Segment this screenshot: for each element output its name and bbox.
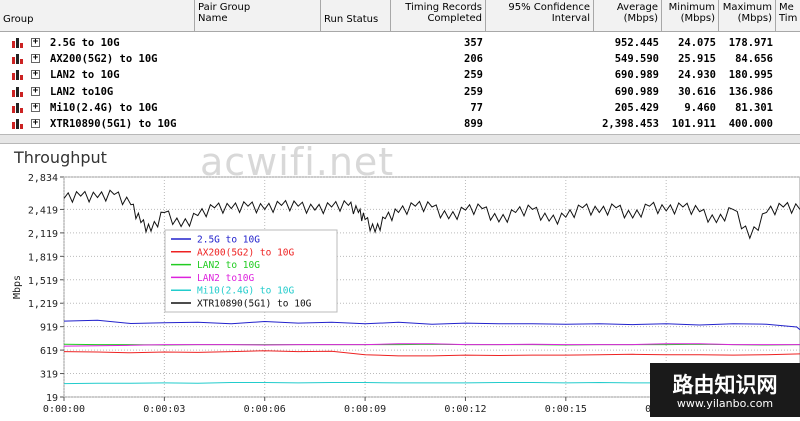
table-row[interactable]: + Mi10(2.4G) to 10G 77 205.429 9.460 81.301	[0, 100, 800, 116]
column-header-confidence[interactable]: 95% Confidence Interval	[486, 0, 594, 32]
x-tick-label: 0:00:12	[444, 404, 486, 415]
column-header-pair-group-name[interactable]: Pair Group Name	[195, 0, 321, 32]
row-records: 357	[464, 37, 483, 49]
row-minimum: 24.930	[678, 69, 716, 82]
row-maximum: 178.971	[728, 37, 773, 49]
row-average: 952.445	[614, 37, 659, 49]
row-records: 899	[464, 118, 483, 130]
series-line-0	[63, 319, 800, 331]
bar-chart-icon	[12, 86, 23, 97]
row-minimum: 101.911	[671, 118, 716, 130]
table-row[interactable]: + XTR10890(5G1) to 10G 899 2,398.453 101.911…	[0, 116, 800, 132]
series-line-3	[63, 343, 800, 347]
y-tick-label: 919	[40, 323, 58, 334]
watermark-text: acwifi.net	[200, 140, 395, 184]
pane-splitter[interactable]	[0, 134, 800, 144]
row-minimum: 9.460	[684, 101, 716, 114]
y-tick-label: 1,819	[28, 252, 58, 263]
row-maximum: 81.301	[735, 101, 773, 114]
row-records: 259	[464, 69, 483, 82]
bar-chart-icon	[12, 119, 23, 129]
row-group: 2.5G to 10G	[50, 37, 120, 49]
legend-box	[164, 229, 338, 313]
bar-chart-icon	[12, 102, 23, 113]
column-header-minimum[interactable]: Minimum (Mbps)	[662, 0, 719, 32]
bar-chart-icon	[12, 38, 23, 48]
y-axis-label: Mbps	[12, 275, 23, 299]
expand-icon[interactable]: +	[31, 37, 40, 47]
row-average: 549.590	[614, 53, 659, 66]
watermark-url: www.yilanbo.com	[676, 397, 774, 410]
row-records: 77	[470, 101, 483, 114]
row-maximum: 84.656	[735, 53, 773, 66]
column-header-run-status[interactable]: Run Status	[321, 0, 391, 32]
legend-entry: AX200(5G2) to 10G	[197, 247, 295, 258]
row-minimum: 25.915	[678, 53, 716, 66]
x-tick-label: 0:00:15	[545, 404, 587, 415]
row-minimum: 30.616	[678, 85, 716, 98]
column-header-average[interactable]: Average (Mbps)	[594, 0, 662, 32]
x-tick-label: 0:00:00	[43, 404, 85, 415]
row-group: AX200(5G2) to 10G	[50, 53, 158, 66]
legend-entry: 2.5G to 10G	[197, 235, 260, 246]
y-tick-label: 319	[40, 370, 58, 381]
row-average: 2,398.453	[602, 118, 659, 130]
throughput-chart: 2,834 2,419 2,119 1,819 1,519 1,219 919 619 319 1…	[0, 144, 800, 417]
x-tick-label: 0:00:03	[143, 404, 185, 415]
chart-title: Throughput	[14, 148, 107, 167]
legend-entry: Mi10(2.4G) to 10G	[197, 286, 295, 297]
expand-icon[interactable]: +	[31, 118, 40, 128]
table-row[interactable]: + LAN2 to 10G 259 690.989 24.930 180.995	[0, 67, 800, 83]
row-maximum: 400.000	[728, 118, 773, 130]
y-tick-label: 619	[40, 346, 58, 357]
results-table: Group Pair Group Name Run Status Timing …	[0, 0, 800, 134]
y-tick-label: 2,419	[28, 205, 58, 216]
bar-chart-icon	[12, 54, 23, 65]
y-tick-label: 1,519	[28, 276, 58, 287]
x-tick-label: 0:00:09	[344, 404, 386, 415]
throughput-chart-svg: 2,834 2,419 2,119 1,819 1,519 1,219 919 619 319 1…	[12, 173, 800, 415]
watermark-badge: 路由知识网 www.yilanbo.com	[650, 363, 800, 417]
column-header-maximum[interactable]: Maximum (Mbps)	[719, 0, 776, 32]
row-records: 259	[464, 85, 483, 98]
watermark-cn: 路由知识网	[672, 373, 778, 397]
table-row[interactable]: +2.5G to 10G 357 952.445 24.075 178.971	[0, 35, 800, 51]
expand-icon[interactable]: +	[31, 69, 40, 80]
table-row[interactable]: + LAN2 to10G 259 690.989 30.616 136.986	[0, 84, 800, 100]
column-header-timing-records[interactable]: Timing Records Completed	[391, 0, 486, 32]
row-maximum: 180.995	[728, 69, 773, 82]
row-average: 205.429	[614, 101, 659, 114]
row-records: 206	[464, 53, 483, 66]
y-tick-label: 19	[46, 393, 58, 404]
series-line-5	[63, 189, 800, 240]
row-group: Mi10(2.4G) to 10G	[50, 101, 158, 114]
row-group: XTR10890(5G1) to 10G	[50, 118, 177, 130]
row-average: 690.989	[614, 85, 659, 98]
legend-entry: LAN2 to 10G	[197, 260, 260, 271]
row-minimum: 24.075	[678, 37, 716, 49]
column-header-measured-time[interactable]: Me Tim	[776, 0, 800, 32]
row-group: LAN2 to 10G	[50, 69, 120, 82]
legend-entry: XTR10890(5G1) to 10G	[197, 299, 312, 310]
y-tick-label: 2,834	[28, 173, 58, 184]
series-line-1	[63, 350, 800, 357]
expand-icon[interactable]: +	[31, 85, 40, 96]
expand-icon[interactable]: +	[31, 53, 40, 64]
y-tick-label: 1,219	[28, 299, 58, 310]
row-average: 690.989	[614, 69, 659, 82]
row-maximum: 136.986	[728, 85, 773, 98]
y-tick-label: 2,119	[28, 229, 58, 240]
table-row[interactable]: + AX200(5G2) to 10G 206 549.590 25.915 84.656	[0, 51, 800, 67]
row-group: LAN2 to10G	[50, 85, 114, 98]
legend-entry: LAN2 to10G	[197, 273, 254, 284]
bar-chart-icon	[12, 70, 23, 81]
column-header-group[interactable]: Group	[0, 0, 195, 32]
expand-icon[interactable]: +	[31, 101, 40, 112]
x-tick-label: 0:00:06	[244, 404, 286, 415]
